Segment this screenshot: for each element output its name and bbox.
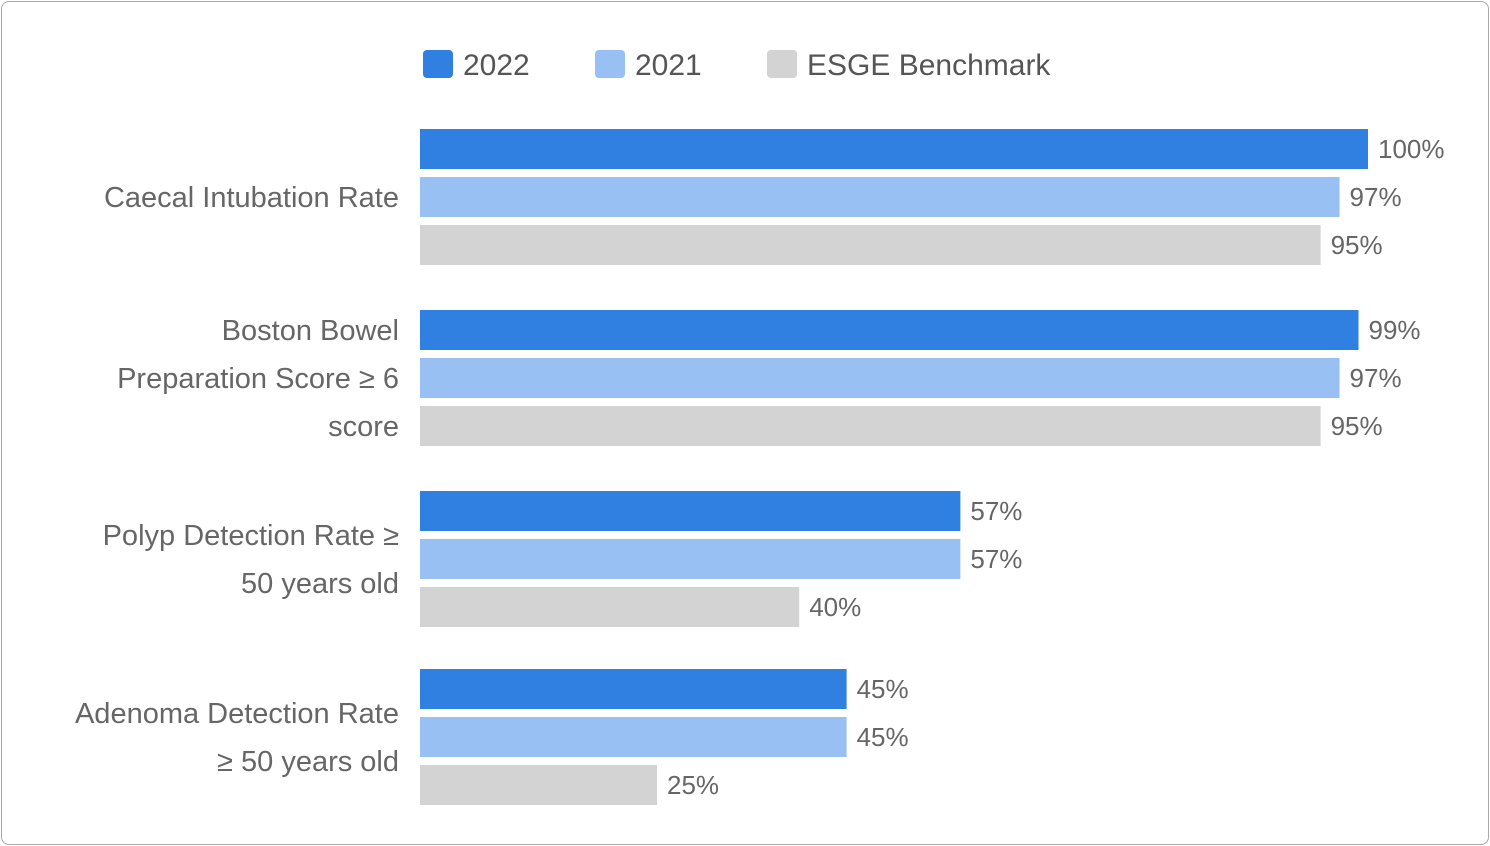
bar-value-label: 100%	[1378, 134, 1445, 164]
legend-swatch	[595, 50, 625, 78]
bar-value-label: 99%	[1369, 315, 1421, 345]
category-label: Adenoma Detection Rate	[75, 698, 399, 730]
bar-esge-benchmark	[420, 406, 1321, 446]
bar-2022	[420, 669, 847, 709]
legend-label: ESGE Benchmark	[807, 49, 1051, 82]
bar-value-label: 97%	[1350, 182, 1402, 212]
category-label: Polyp Detection Rate ≥	[103, 520, 399, 552]
bar-value-label: 40%	[809, 592, 861, 622]
legend-label: 2022	[463, 49, 530, 82]
bar-value-label: 95%	[1331, 411, 1383, 441]
category-label: ≥ 50 years old	[217, 746, 399, 778]
bar-value-label: 45%	[857, 722, 909, 752]
bar-esge-benchmark	[420, 225, 1321, 265]
category-group-1: 99% 97% 95% Boston Bowel Preparation Score ≥…	[117, 310, 1421, 446]
bar-2021	[420, 539, 961, 579]
category-label: 50 years old	[241, 568, 399, 600]
bar-2021	[420, 717, 847, 757]
bar-esge-benchmark	[420, 765, 657, 805]
category-group-0: 100% 97% 95% Caecal Intubation Rate	[104, 129, 1445, 265]
bar-2022	[420, 491, 961, 531]
bar-2022	[420, 310, 1359, 350]
legend-item-2: ESGE Benchmark	[767, 49, 1051, 82]
bar-value-label: 57%	[970, 496, 1022, 526]
bar-2021	[420, 177, 1340, 217]
category-label: Boston Bowel	[222, 315, 399, 347]
legend-item-0: 2022	[423, 49, 530, 82]
bar-value-label: 97%	[1350, 363, 1402, 393]
bar-esge-benchmark	[420, 587, 800, 627]
legend-label: 2021	[635, 49, 702, 82]
bar-value-label: 95%	[1331, 230, 1383, 260]
category-label: score	[328, 411, 399, 443]
bar-2022	[420, 129, 1368, 169]
category-label: Caecal Intubation Rate	[104, 182, 399, 214]
category-label: Preparation Score ≥ 6	[117, 363, 399, 395]
category-group-2: 57% 57% 40% Polyp Detection Rate ≥ 50 years …	[103, 491, 1022, 627]
bar-value-label: 45%	[857, 674, 909, 704]
legend-swatch	[423, 50, 453, 78]
bar-value-label: 57%	[970, 544, 1022, 574]
bar-value-label: 25%	[667, 770, 719, 800]
legend-item-1: 2021	[595, 49, 702, 82]
bar-2021	[420, 358, 1340, 398]
category-group-3: 45% 45% 25% Adenoma Detection Rate ≥ 50 year…	[75, 669, 909, 805]
legend-swatch	[767, 50, 797, 78]
